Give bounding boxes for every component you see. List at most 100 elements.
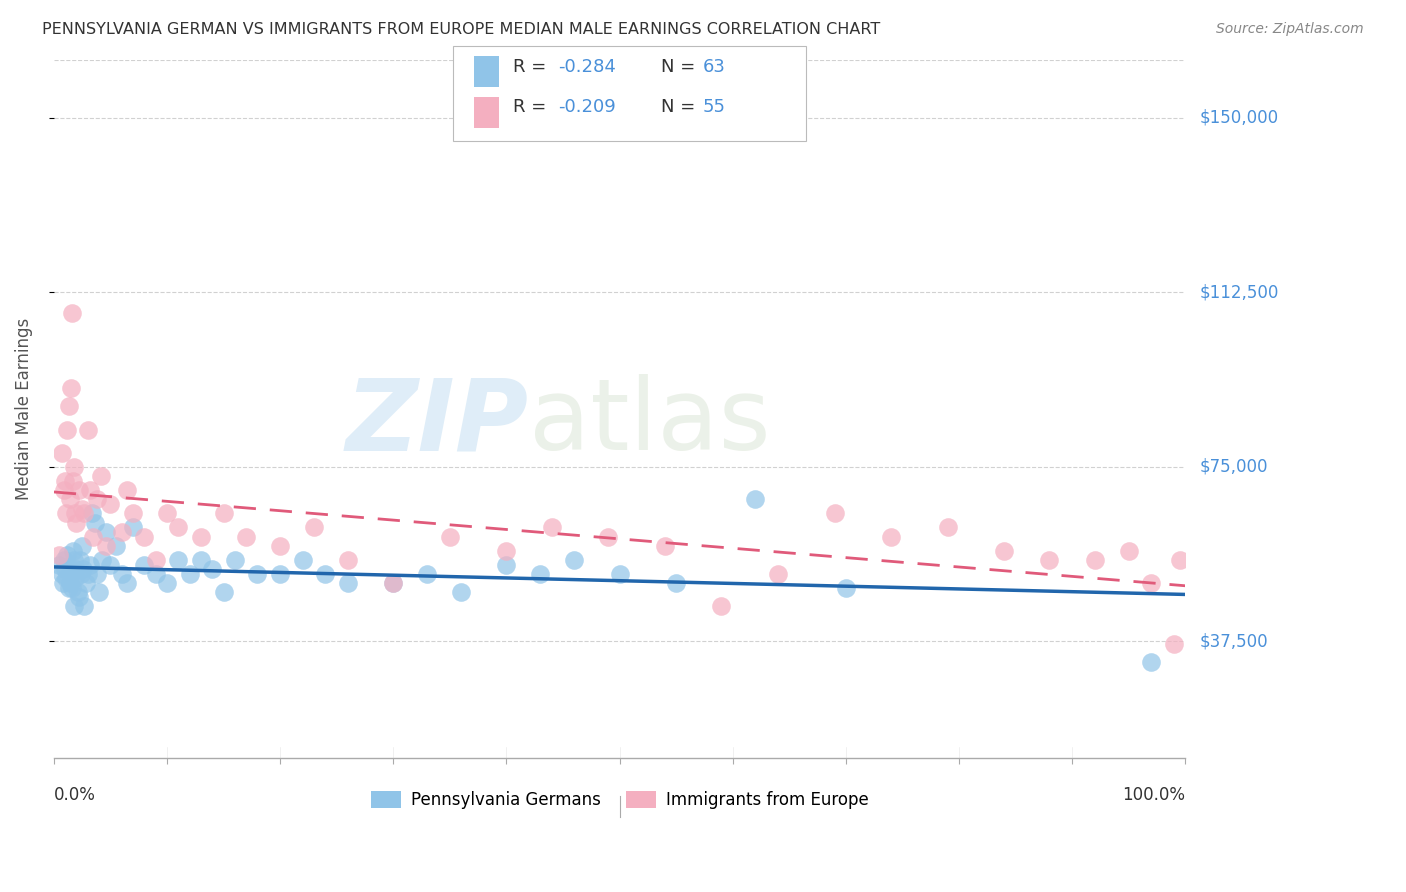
Point: [190, 553, 212, 567]
Point: [69, 553, 91, 567]
Point: [117, 483, 139, 497]
Text: N =: N =: [661, 98, 700, 116]
Point: [167, 553, 190, 567]
Point: [269, 566, 291, 581]
Point: [936, 520, 959, 534]
Point: [65, 572, 87, 586]
Point: [79, 558, 101, 572]
Point: [179, 566, 201, 581]
Point: [62, 543, 84, 558]
Point: [62, 474, 84, 488]
Text: 100.0%: 100.0%: [1122, 786, 1185, 804]
Point: [86, 492, 108, 507]
Point: [82, 530, 104, 544]
Text: N =: N =: [661, 58, 700, 76]
Point: [134, 530, 156, 544]
Text: R =: R =: [513, 58, 553, 76]
Point: [111, 566, 134, 581]
Text: atlas: atlas: [529, 374, 770, 471]
Point: [105, 539, 128, 553]
Point: [73, 506, 96, 520]
Point: [1140, 576, 1163, 591]
Point: [66, 585, 89, 599]
Text: 55: 55: [703, 98, 725, 116]
Point: [55, 572, 77, 586]
Text: -0.284: -0.284: [558, 58, 616, 76]
Point: [167, 520, 190, 534]
Point: [382, 576, 405, 591]
Point: [235, 530, 257, 544]
Point: [1084, 553, 1107, 567]
Point: [91, 553, 114, 567]
Text: PENNSYLVANIA GERMAN VS IMMIGRANTS FROM EUROPE MEDIAN MALE EARNINGS CORRELATION C: PENNSYLVANIA GERMAN VS IMMIGRANTS FROM E…: [42, 22, 880, 37]
Point: [824, 506, 846, 520]
Point: [744, 492, 766, 507]
Point: [67, 590, 90, 604]
Point: [190, 530, 212, 544]
Point: [82, 506, 104, 520]
Point: [87, 585, 110, 599]
Point: [94, 539, 117, 553]
Text: Source: ZipAtlas.com: Source: ZipAtlas.com: [1216, 22, 1364, 37]
Point: [86, 566, 108, 581]
Point: [134, 558, 156, 572]
Point: [59, 381, 82, 395]
Point: [314, 566, 336, 581]
Point: [337, 553, 360, 567]
Y-axis label: Median Male Earnings: Median Male Earnings: [15, 318, 32, 500]
Text: ZIP: ZIP: [346, 374, 529, 471]
Point: [1168, 553, 1191, 567]
Point: [65, 516, 87, 530]
Text: $75,000: $75,000: [1199, 458, 1268, 475]
Point: [495, 543, 517, 558]
Text: $112,500: $112,500: [1199, 284, 1278, 301]
Point: [59, 492, 82, 507]
Point: [122, 520, 145, 534]
Point: [59, 566, 82, 581]
Point: [212, 506, 235, 520]
Point: [60, 306, 83, 320]
Point: [100, 558, 122, 572]
Point: [880, 530, 903, 544]
Point: [63, 553, 86, 567]
Point: [52, 576, 75, 591]
Point: [201, 562, 224, 576]
Point: [70, 566, 93, 581]
Point: [156, 506, 179, 520]
Point: [562, 553, 585, 567]
Point: [1038, 553, 1060, 567]
Point: [654, 539, 676, 553]
Point: [1140, 655, 1163, 669]
Text: -0.209: -0.209: [558, 98, 616, 116]
Point: [51, 566, 73, 581]
Point: [48, 558, 70, 572]
Point: [75, 576, 97, 591]
Point: [94, 524, 117, 539]
Point: [224, 553, 246, 567]
Point: [1163, 637, 1185, 651]
Point: [302, 520, 325, 534]
Point: [1118, 543, 1140, 558]
Point: [598, 530, 620, 544]
Point: [100, 497, 122, 511]
Point: [70, 501, 93, 516]
Point: [48, 548, 70, 562]
Point: [90, 469, 112, 483]
Point: [56, 548, 79, 562]
Point: [710, 599, 733, 614]
Point: [122, 506, 145, 520]
Point: [63, 599, 86, 614]
Text: 0.0%: 0.0%: [53, 786, 96, 804]
Point: [53, 474, 76, 488]
Point: [495, 558, 517, 572]
Point: [450, 585, 472, 599]
Point: [67, 483, 90, 497]
Point: [73, 599, 96, 614]
Point: [766, 566, 789, 581]
Point: [246, 566, 269, 581]
Point: [59, 576, 82, 591]
Point: [56, 423, 79, 437]
Point: [269, 539, 291, 553]
Legend: Pennsylvania Germans, Immigrants from Europe: Pennsylvania Germans, Immigrants from Eu…: [364, 784, 875, 815]
Point: [65, 562, 87, 576]
